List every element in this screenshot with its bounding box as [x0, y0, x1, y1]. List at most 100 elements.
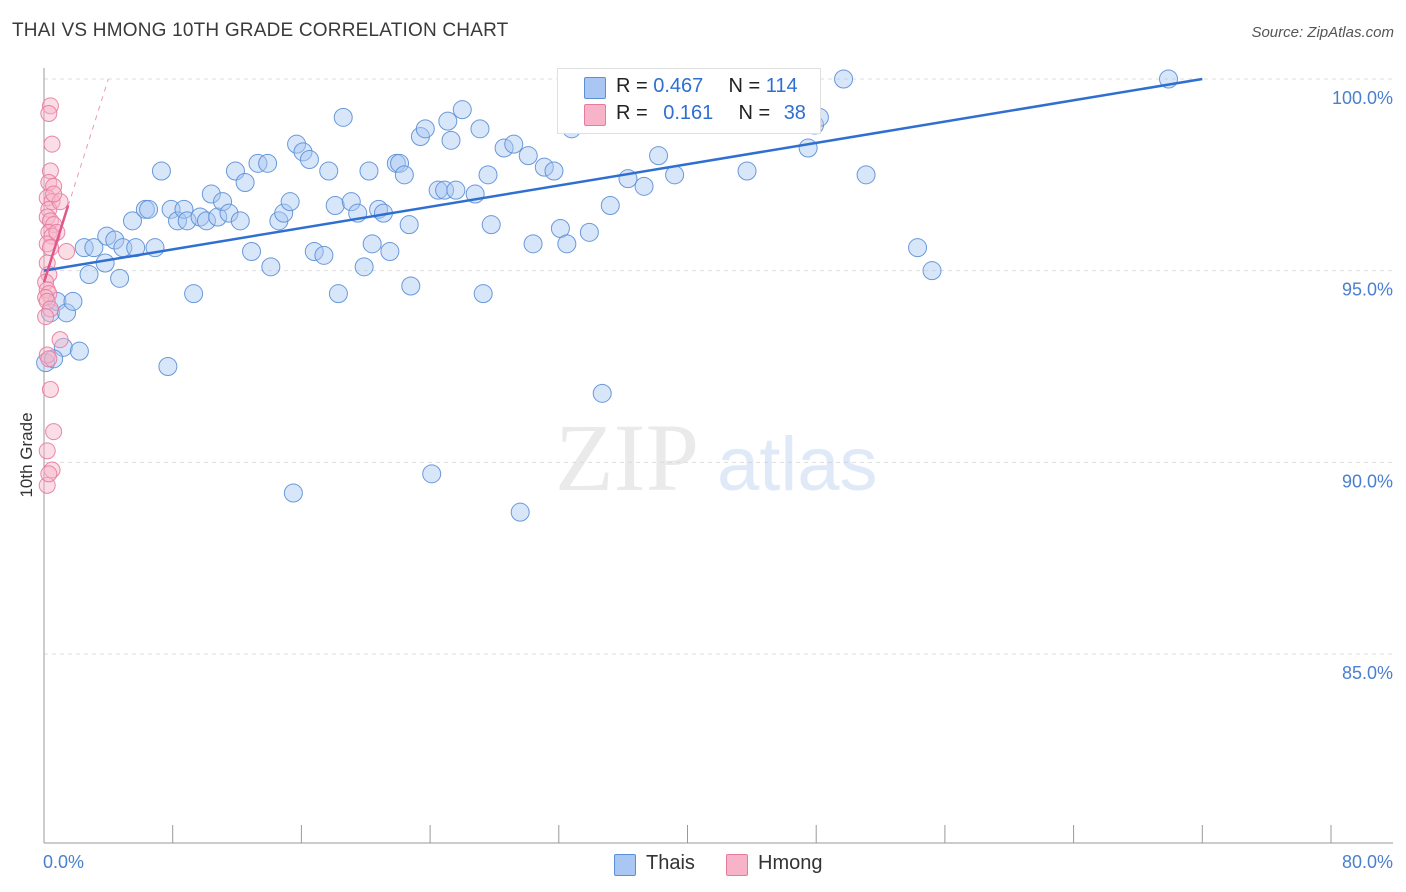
point-thais	[177, 211, 197, 231]
point-thais	[248, 153, 268, 173]
point-thais	[280, 192, 300, 212]
x-tick-label-min: 0.0%	[43, 852, 85, 872]
point-thais	[201, 184, 221, 204]
point-thais	[219, 203, 239, 223]
y-tick-label: 95.0%	[1342, 280, 1393, 300]
r-label: R =	[616, 102, 648, 124]
point-thais	[834, 69, 854, 89]
point-hmong	[45, 423, 63, 441]
point-thais	[446, 180, 466, 200]
legend-swatch-hmong	[584, 104, 606, 126]
point-hmong	[41, 381, 59, 398]
point-hmong	[51, 331, 69, 349]
y-tick-labels: 85.0% 90.0% 95.0% 100.0%	[1332, 88, 1393, 683]
point-thais	[504, 134, 524, 154]
x-tick-label-max: 80.0%	[1341, 852, 1393, 872]
point-thais	[258, 153, 278, 173]
point-thais	[534, 157, 554, 177]
point-thais	[299, 150, 319, 169]
point-thais	[105, 230, 125, 250]
point-thais	[362, 234, 382, 254]
point-hmong	[45, 185, 63, 203]
point-thais	[399, 215, 419, 235]
point-thais	[908, 238, 928, 258]
point-thais	[523, 234, 543, 254]
point-thais	[174, 199, 194, 219]
point-thais	[649, 146, 669, 166]
point-hmong	[58, 243, 76, 260]
point-thais	[304, 242, 324, 261]
point-hmong	[40, 350, 58, 368]
y-tick-label: 85.0%	[1342, 663, 1393, 683]
point-thais	[168, 211, 188, 231]
point-hmong	[37, 308, 55, 326]
point-thais	[328, 284, 348, 304]
point-thais	[470, 119, 490, 139]
point-thais	[261, 257, 281, 277]
point-thais	[230, 211, 250, 231]
point-thais	[283, 483, 303, 503]
point-thais	[737, 161, 757, 181]
watermark-atlas: atlas	[717, 422, 878, 507]
n-label: N =	[728, 75, 761, 97]
point-thais	[314, 245, 334, 265]
point-thais	[184, 284, 204, 304]
point-thais	[95, 253, 115, 273]
point-thais	[161, 199, 181, 219]
legend-label-hmong: Hmong	[758, 852, 823, 874]
point-thais	[333, 107, 353, 127]
point-thais	[435, 180, 455, 200]
point-thais	[139, 199, 159, 219]
point-thais	[557, 234, 577, 254]
y-tick-label: 100.0%	[1332, 88, 1393, 108]
point-thais	[79, 265, 99, 284]
axes	[43, 68, 1393, 844]
point-thais	[579, 222, 599, 242]
chart-title: THAI VS HMONG 10TH GRADE CORRELATION CHA…	[12, 20, 509, 41]
series-thais	[36, 69, 1179, 522]
point-thais	[208, 207, 228, 227]
point-hmong	[43, 135, 61, 153]
point-thais	[600, 196, 620, 215]
point-thais	[390, 153, 410, 173]
point-thais	[196, 211, 216, 231]
watermark-zip: ZIP	[555, 404, 699, 511]
point-thais	[158, 357, 178, 376]
trend-line-thais	[43, 77, 1203, 272]
point-hmong	[40, 465, 58, 483]
stats-legend: R = 0.467 N = 114 R = 0.161 N = 38	[557, 68, 821, 134]
point-thais	[74, 238, 94, 258]
point-thais	[922, 261, 942, 281]
point-thais	[510, 502, 530, 522]
point-thais	[481, 215, 501, 235]
point-thais	[293, 142, 313, 162]
y-tick-label: 90.0%	[1342, 471, 1393, 491]
point-hmong	[38, 442, 56, 460]
point-thais	[274, 203, 294, 223]
r-label: R =	[616, 75, 648, 97]
point-thais	[341, 192, 361, 212]
series-legend: Thais Hmong	[0, 852, 1406, 878]
n-value-thais: 114	[765, 75, 798, 97]
source-label: Source: ZipAtlas.com	[1251, 24, 1394, 41]
point-thais	[394, 165, 414, 185]
r-value-thais: 0.467	[653, 75, 704, 97]
point-thais	[354, 257, 374, 277]
point-thais	[84, 238, 104, 258]
legend-label-thais: Thais	[646, 852, 695, 874]
point-thais	[63, 291, 83, 311]
point-thais	[856, 165, 876, 185]
point-thais	[592, 383, 612, 403]
point-thais	[452, 100, 472, 120]
n-label: N =	[738, 102, 771, 124]
point-thais	[319, 161, 339, 181]
point-hmong	[40, 105, 58, 122]
legend-swatch-hmong-bottom	[726, 854, 748, 876]
point-thais	[151, 161, 171, 181]
point-thais	[213, 192, 233, 212]
legend-row-thais: R = 0.467 N = 114	[616, 75, 798, 98]
series-hmong	[37, 97, 76, 494]
legend-row-hmong: R = 0.161 N = 38	[616, 102, 806, 125]
n-value-hmong: 38	[783, 102, 806, 124]
point-thais	[634, 176, 654, 196]
